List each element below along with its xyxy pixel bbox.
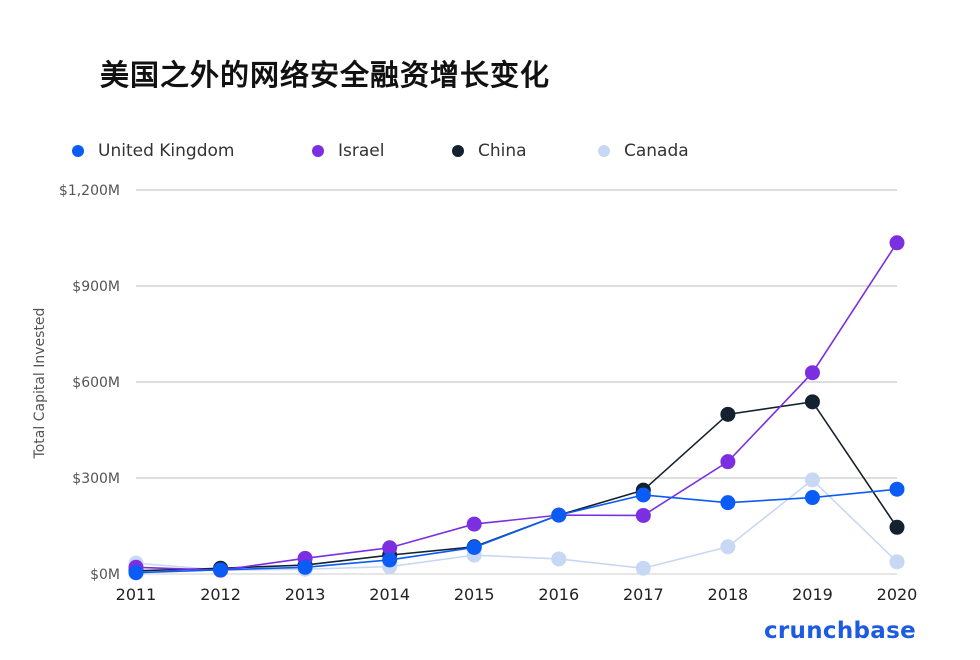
data-point-israel bbox=[635, 507, 651, 523]
data-point-israel bbox=[720, 454, 736, 470]
data-point-united-kingdom bbox=[551, 507, 567, 523]
data-point-united-kingdom bbox=[213, 562, 229, 578]
legend-label: United Kingdom bbox=[98, 141, 235, 161]
data-point-israel bbox=[382, 540, 398, 556]
data-point-israel bbox=[466, 516, 482, 532]
data-point-united-kingdom bbox=[804, 490, 820, 506]
data-point-united-kingdom bbox=[889, 481, 905, 497]
y-axis-label: Total Capital Invested bbox=[32, 308, 48, 460]
x-tick-label: 2016 bbox=[538, 585, 579, 604]
legend-label: Israel bbox=[338, 141, 385, 161]
chart-title: 美国之外的网络安全融资增长变化 bbox=[100, 58, 551, 92]
data-point-united-kingdom bbox=[635, 487, 651, 503]
legend: United Kingdom Israel China Canada bbox=[72, 141, 718, 161]
legend-marker bbox=[598, 145, 610, 157]
legend-label: Canada bbox=[624, 141, 689, 161]
data-point-united-kingdom bbox=[128, 565, 144, 581]
data-point-israel bbox=[889, 235, 905, 251]
data-point-canada bbox=[551, 551, 567, 567]
x-tick-label: 2012 bbox=[200, 585, 241, 604]
data-point-canada bbox=[804, 472, 820, 488]
x-tick-label: 2014 bbox=[369, 585, 410, 604]
legend-marker bbox=[312, 145, 324, 157]
legend-item: Canada bbox=[598, 141, 718, 161]
series-line-united-kingdom bbox=[135, 488, 898, 574]
data-point-china bbox=[720, 406, 736, 422]
data-point-china bbox=[889, 519, 905, 535]
x-tick-label: 2015 bbox=[454, 585, 495, 604]
data-point-israel bbox=[804, 365, 820, 381]
data-point-china bbox=[804, 394, 820, 410]
legend-item: Israel bbox=[312, 141, 452, 161]
x-tick-label: 2020 bbox=[877, 585, 918, 604]
x-tick-label: 2011 bbox=[116, 585, 157, 604]
data-point-canada bbox=[720, 539, 736, 555]
data-point-united-kingdom bbox=[720, 495, 736, 511]
x-tick-label: 2013 bbox=[285, 585, 326, 604]
legend-item: China bbox=[452, 141, 598, 161]
y-tick-label: $300M bbox=[72, 471, 120, 487]
y-tick-label: $0M bbox=[90, 567, 120, 583]
data-point-canada bbox=[635, 560, 651, 576]
legend-marker bbox=[72, 145, 84, 157]
y-tick-label: $1,200M bbox=[59, 183, 120, 199]
legend-item: United Kingdom bbox=[72, 141, 312, 161]
data-point-united-kingdom bbox=[297, 559, 313, 575]
x-tick-label: 2019 bbox=[792, 585, 833, 604]
data-point-canada bbox=[889, 554, 905, 570]
x-tick-label: 2018 bbox=[708, 585, 749, 604]
data-point-united-kingdom bbox=[382, 552, 398, 568]
crunchbase-logo: crunchbase bbox=[763, 618, 916, 644]
series-line-china bbox=[135, 400, 898, 572]
data-point-united-kingdom bbox=[466, 539, 482, 555]
series-line-israel bbox=[135, 242, 898, 571]
y-tick-label: $600M bbox=[72, 375, 120, 391]
x-tick-label: 2017 bbox=[623, 585, 664, 604]
legend-label: China bbox=[478, 141, 527, 161]
y-tick-label: $900M bbox=[72, 279, 120, 295]
series-line-canada bbox=[135, 478, 898, 571]
legend-marker bbox=[452, 145, 464, 157]
